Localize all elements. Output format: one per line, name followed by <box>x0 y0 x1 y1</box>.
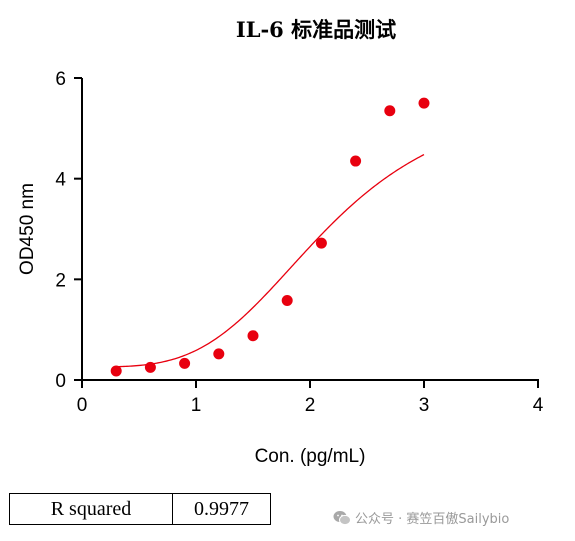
fit-curve <box>116 154 425 368</box>
data-point <box>247 330 259 342</box>
chart: IL-6 标准品测试 0 1 2 3 4 0 2 4 6 Con. (pg/mL) OD450 … <box>17 17 544 467</box>
x-tick-label: 3 <box>419 395 430 416</box>
data-point <box>179 357 191 369</box>
y-tick-label: 4 <box>55 170 66 191</box>
r-squared-label: R squared <box>10 494 173 524</box>
r-squared-table: R squared 0.9977 <box>9 493 271 525</box>
data-point <box>418 97 430 109</box>
data-point <box>350 155 362 167</box>
y-tick-label: 6 <box>55 69 66 90</box>
x-tick-label: 0 <box>77 395 88 416</box>
x-tick-label: 1 <box>191 395 202 416</box>
data-point <box>281 294 293 306</box>
data-point <box>213 348 225 360</box>
y-axis-label: OD450 nm <box>17 183 38 275</box>
data-point <box>315 237 327 249</box>
data-point <box>144 361 156 373</box>
y-tick-label: 0 <box>55 371 66 392</box>
chart-title: IL-6 标准品测试 <box>236 17 396 42</box>
r-squared-value: 0.9977 <box>194 497 249 520</box>
x-tick-label: 2 <box>305 395 316 416</box>
watermark-text: 公众号 · 赛笠百傲Sailybio <box>355 512 510 527</box>
data-point <box>110 365 122 377</box>
x-tick-label: 4 <box>533 395 544 416</box>
y-tick-label: 2 <box>55 270 66 291</box>
watermark: 公众号 · 赛笠百傲Sailybio <box>333 508 509 527</box>
data-point <box>384 105 396 117</box>
wechat-icon <box>333 510 351 525</box>
x-axis-label: Con. (pg/mL) <box>255 446 366 467</box>
